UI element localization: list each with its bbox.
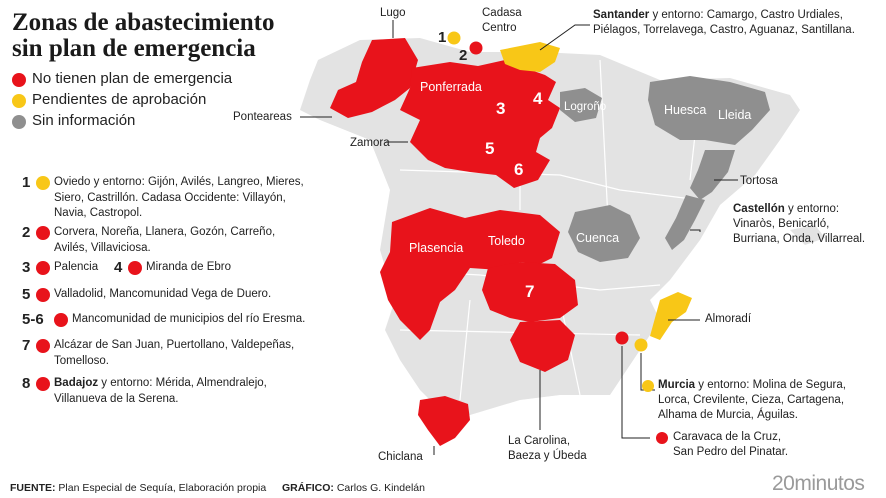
list-num-5-6: 5-6 — [22, 311, 44, 328]
marker-caravaca — [615, 331, 629, 345]
legend-label-gray: Sin información — [32, 112, 136, 129]
list-item-5: Valladolid, Mancomunidad Vega de Duero. — [54, 288, 272, 300]
page-title: Zonas de abastecimiento sin plan de emer… — [12, 9, 275, 63]
list-item-3: Palencia — [54, 261, 99, 273]
marker-2 — [469, 41, 483, 55]
label-zamora: Zamora — [350, 137, 390, 149]
label-almoradi: Almoradí — [705, 313, 752, 325]
map-num-1: 1 — [438, 29, 447, 46]
footer-graphic: GRÁFICO: Carlos G. Kindelán — [282, 482, 425, 494]
balearic-islands — [790, 225, 825, 245]
list-dot-5-6 — [54, 313, 68, 327]
marker-1 — [447, 31, 461, 45]
region-huesca-lleida — [648, 76, 770, 145]
legend-label-yellow: Pendientes de aprobación — [32, 91, 207, 108]
list-dot-3 — [36, 261, 50, 275]
label-castellon: Castellón y entorno: Vinaròs, Benicarló,… — [733, 203, 866, 245]
region-jaen — [510, 320, 575, 372]
region-ciudad-real — [482, 262, 578, 322]
region-cuenca — [568, 205, 640, 262]
region-castilla-leon — [400, 60, 560, 188]
list-item-7: Alcázar de San Juan, Puertollano, Valdep… — [54, 339, 295, 367]
list-num-8: 8 — [22, 375, 31, 392]
label-tortosa: Tortosa — [740, 175, 778, 187]
legend-gray-swatch — [12, 115, 26, 129]
caravaca-label-dot — [656, 432, 668, 444]
footer-source: FUENTE: Plan Especial de Sequía, Elabora… — [10, 482, 267, 494]
label-carolina: La Carolina, Baeza y Úbeda — [508, 435, 587, 462]
list-item-1: Oviedo y entorno: Gijón, Avilés, Langreo… — [54, 176, 304, 220]
list-dot-8 — [36, 377, 50, 391]
list-item-5-6: Mancomunidad de municipios del río Eresm… — [72, 313, 306, 325]
list-num-3: 3 — [22, 259, 31, 276]
list-dot-1 — [36, 176, 50, 190]
marker-murcia — [634, 338, 648, 352]
label-chiclana: Chiclana — [378, 451, 423, 463]
region-label-7: 7 — [525, 282, 535, 301]
list-dot-7 — [36, 339, 50, 353]
region-santander — [500, 42, 560, 72]
map-num-2: 2 — [459, 47, 468, 64]
region-label-5: 5 — [485, 139, 495, 158]
region-galicia — [330, 38, 418, 118]
region-label-4: 4 — [533, 89, 543, 108]
region-label-6: 6 — [514, 160, 524, 179]
list-num-4: 4 — [114, 259, 123, 276]
region-label-huesca: Huesca — [664, 103, 707, 117]
legend-label-red: No tienen plan de emergencia — [32, 70, 233, 87]
brand-logo: 20minutos — [772, 472, 865, 495]
list-num-5: 5 — [22, 286, 31, 303]
list-num-1: 1 — [22, 174, 31, 191]
region-extremadura-toledo — [380, 208, 560, 340]
label-santander: Santander y entorno: Camargo, Castro Urd… — [593, 9, 855, 36]
label-cadasa: Cadasa Centro — [482, 7, 522, 34]
list-num-7: 7 — [22, 337, 31, 354]
region-label-lleida: Lleida — [718, 108, 752, 122]
region-logrono — [560, 88, 602, 122]
list-dot-5 — [36, 288, 50, 302]
region-label-logrono: Logroño — [564, 101, 607, 113]
region-alicante — [650, 292, 692, 340]
label-caravaca: Caravaca de la Cruz, San Pedro del Pinat… — [673, 431, 789, 458]
region-label-3: 3 — [496, 99, 506, 118]
murcia-label-dot — [642, 380, 654, 392]
list-dot-4 — [128, 261, 142, 275]
legend-red-swatch — [12, 73, 26, 87]
region-label-toledo: Toledo — [488, 234, 525, 248]
label-lugo: Lugo — [380, 7, 406, 19]
region-label-plasencia: Plasencia — [409, 241, 464, 255]
list-item-2: Corvera, Noreña, Llanera, Gozón, Carreño… — [54, 226, 276, 254]
label-murcia: Murcia y entorno: Molina de Segura, Lorc… — [658, 379, 846, 421]
list-item-4: Miranda de Ebro — [146, 261, 232, 273]
leader-lines — [300, 20, 738, 455]
list-item-8: Badajoz y entorno: Mérida, Almendralejo,… — [54, 377, 267, 405]
region-castellon — [665, 195, 705, 250]
region-label-cuenca: Cuenca — [576, 231, 620, 245]
region-cadiz — [418, 396, 470, 446]
region-tortosa — [690, 150, 735, 200]
list-dot-2 — [36, 226, 50, 240]
label-ponteareas: Ponteareas — [233, 111, 292, 123]
legend-yellow-swatch — [12, 94, 26, 108]
region-label-ponferrada: Ponferrada — [420, 80, 482, 94]
list-num-2: 2 — [22, 224, 31, 241]
